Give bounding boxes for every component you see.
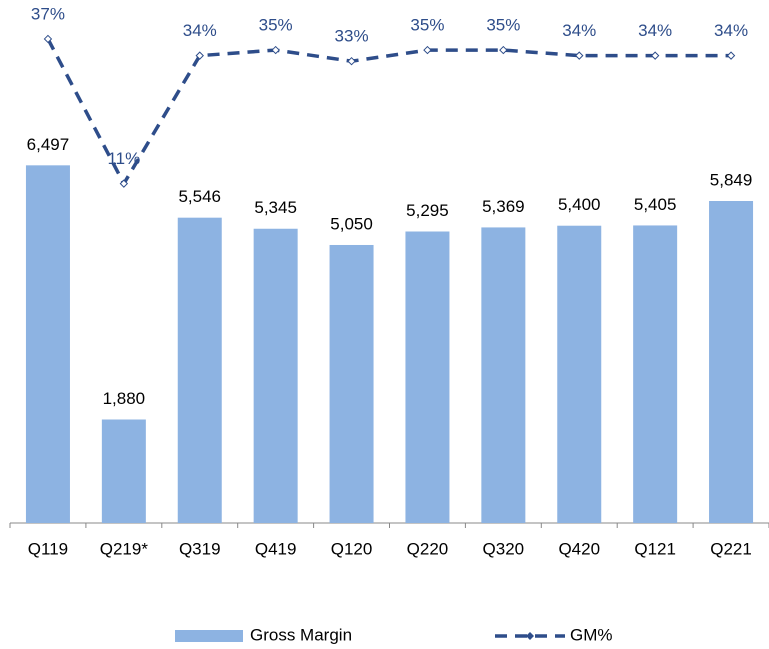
bar-value-label: 5,546 xyxy=(178,187,221,206)
x-tick-label: Q319 xyxy=(179,539,221,558)
gm-marker xyxy=(347,56,356,66)
x-tick-label: Q220 xyxy=(407,539,449,558)
gm-value-label: 34% xyxy=(562,21,596,40)
bar xyxy=(481,227,526,523)
gm-value-label: 35% xyxy=(259,16,293,35)
bar-value-label: 5,849 xyxy=(710,170,753,189)
bar xyxy=(633,225,678,523)
legend-marker xyxy=(526,632,534,640)
gm-value-label: 35% xyxy=(486,16,520,35)
bar-value-label: 5,345 xyxy=(254,198,297,217)
bar-value-label: 5,400 xyxy=(558,195,601,214)
gm-value-label: 37% xyxy=(31,4,65,23)
gm-marker xyxy=(43,34,53,44)
legend-label: Gross Margin xyxy=(250,625,352,644)
bar-value-label: 6,497 xyxy=(27,135,70,154)
bar xyxy=(177,217,222,523)
gm-value-label: 34% xyxy=(183,21,217,40)
bar-value-label: 5,295 xyxy=(406,201,449,220)
x-tick-label: Q121 xyxy=(634,539,676,558)
bar-value-label: 5,369 xyxy=(482,197,525,216)
gm-marker xyxy=(119,179,129,188)
x-tick-label: Q120 xyxy=(331,539,373,558)
gm-marker xyxy=(195,51,204,60)
x-tick-label: Q320 xyxy=(483,539,525,558)
legend-swatch xyxy=(175,630,243,642)
gm-marker xyxy=(423,45,432,55)
gm-value-label: 34% xyxy=(638,21,672,40)
x-tick-label: Q420 xyxy=(558,539,600,558)
legend-label: GM% xyxy=(570,625,613,644)
gm-marker xyxy=(650,51,660,60)
bar xyxy=(405,231,450,523)
bar xyxy=(709,200,754,523)
gm-marker xyxy=(575,51,584,60)
gm-value-label: 11% xyxy=(107,149,140,168)
x-tick-label: Q221 xyxy=(710,539,752,558)
bar xyxy=(25,165,70,523)
gm-marker xyxy=(499,45,508,55)
bar xyxy=(253,228,298,523)
x-tick-label: Q219* xyxy=(100,539,149,558)
bar xyxy=(329,244,374,524)
gm-value-label: 33% xyxy=(335,27,369,46)
bar xyxy=(101,419,146,523)
gm-marker xyxy=(726,51,736,60)
x-tick-label: Q419 xyxy=(255,539,297,558)
gm-marker xyxy=(271,45,280,55)
x-tick-label: Q119 xyxy=(28,539,68,558)
bar-value-label: 1,880 xyxy=(103,389,146,408)
gm-value-label: 34% xyxy=(714,21,748,40)
bar-value-label: 5,405 xyxy=(634,195,677,214)
gm-line xyxy=(46,38,732,188)
gm-value-label: 35% xyxy=(410,16,444,35)
bar xyxy=(557,225,602,523)
bar-value-label: 5,050 xyxy=(330,214,373,233)
